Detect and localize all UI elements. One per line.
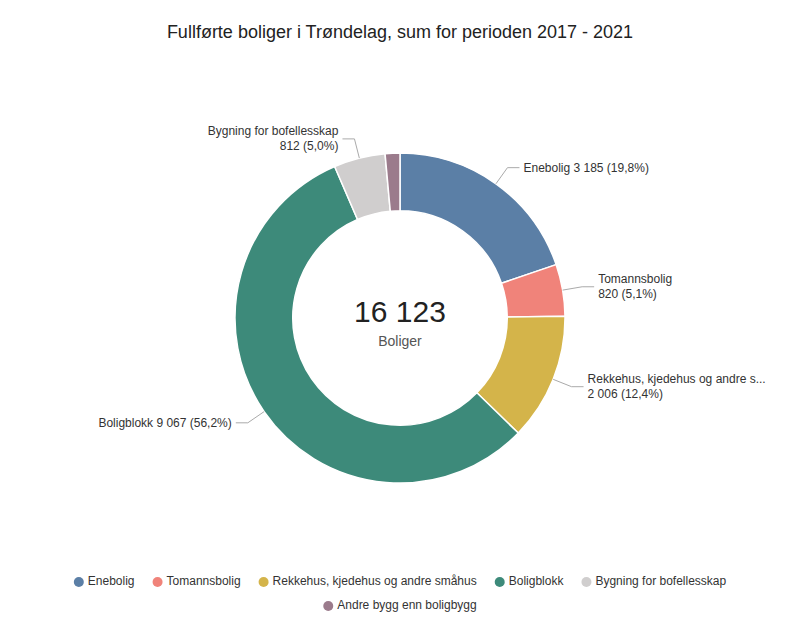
slice — [385, 153, 400, 211]
chart: Fullførte boliger i Trøndelag, sum for p… — [0, 0, 800, 628]
leader-line — [563, 287, 595, 290]
center-text: Boliger — [378, 333, 422, 349]
legend-marker — [259, 577, 269, 587]
slice-label: Rekkehus, kjedehus og andre s...2 006 (1… — [588, 372, 766, 401]
leader-line — [236, 412, 264, 423]
slice-label: Bygning for bofellesskap812 (5,0%) — [208, 124, 339, 153]
legend-item: Andre bygg enn boligbygg — [323, 598, 476, 612]
center-text: 16 123 — [354, 295, 446, 328]
legend-marker — [323, 601, 333, 611]
legend-marker — [153, 577, 163, 587]
legend-label: Rekkehus, kjedehus og andre små­hus — [273, 574, 477, 588]
legend-item: Enebolig — [74, 574, 135, 588]
leader-line — [342, 139, 359, 158]
slice-label: Enebolig 3 185 (19,8%) — [523, 161, 648, 175]
leader-line — [553, 379, 583, 386]
slice-labels: Enebolig 3 185 (19,8%) Tomannsbolig820 (5… — [98, 124, 765, 429]
legend-item: Rekkehus, kjedehus og andre små­hus — [259, 574, 477, 588]
title: Fullførte boliger i Trøndelag, sum for p… — [167, 22, 633, 42]
legend-label: Boligblokk — [509, 574, 565, 588]
legend-item: Bygning for bofellesskap — [581, 574, 726, 588]
legend-label: Tomannsbolig — [167, 574, 241, 588]
legend-marker — [581, 577, 591, 587]
slice — [501, 265, 565, 317]
legend: Enebolig Tomannsbolig Rekkehus, kjedehus o… — [74, 574, 727, 612]
legend-label: Bygning for bofellesskap — [595, 574, 726, 588]
legend-marker — [74, 577, 84, 587]
slices — [235, 153, 565, 483]
legend-label: Enebolig — [88, 574, 135, 588]
slice-label: Tomannsbolig820 (5,1%) — [598, 272, 672, 301]
slice-label: Boligblokk 9 067 (56,2%) — [98, 416, 231, 430]
legend-marker — [495, 577, 505, 587]
leader-line — [496, 168, 520, 184]
legend-item: Boligblokk — [495, 574, 565, 588]
legend-item: Tomannsbolig — [153, 574, 241, 588]
slice — [335, 154, 391, 220]
legend-label: Andre bygg enn boligbygg — [337, 598, 476, 612]
